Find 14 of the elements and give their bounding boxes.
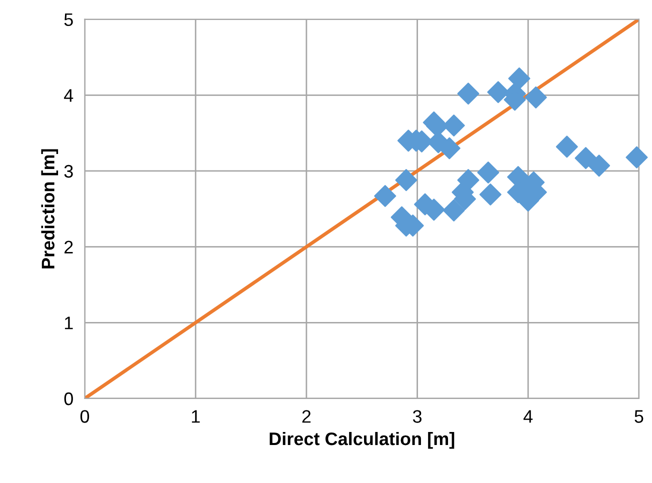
x-tick-label: 4 (524, 410, 533, 423)
x-tick-label: 0 (80, 410, 90, 423)
x-tick-label: 2 (302, 410, 311, 423)
y-axis-title: Prediction [m] (41, 149, 58, 268)
y-tick-label: 5 (64, 13, 73, 26)
y-tick-label: 3 (64, 164, 73, 178)
x-axis-title: Direct Calculation [m] (270, 432, 454, 449)
x-tick-label: 1 (192, 410, 200, 423)
x-tick-label: 3 (412, 410, 422, 423)
x-tick-label: 5 (634, 410, 644, 423)
y-tick-label: 1 (64, 316, 73, 330)
y-tick-label: 4 (64, 89, 74, 102)
y-tick-label: 0 (64, 392, 73, 406)
y-tick-label: 2 (64, 240, 73, 254)
